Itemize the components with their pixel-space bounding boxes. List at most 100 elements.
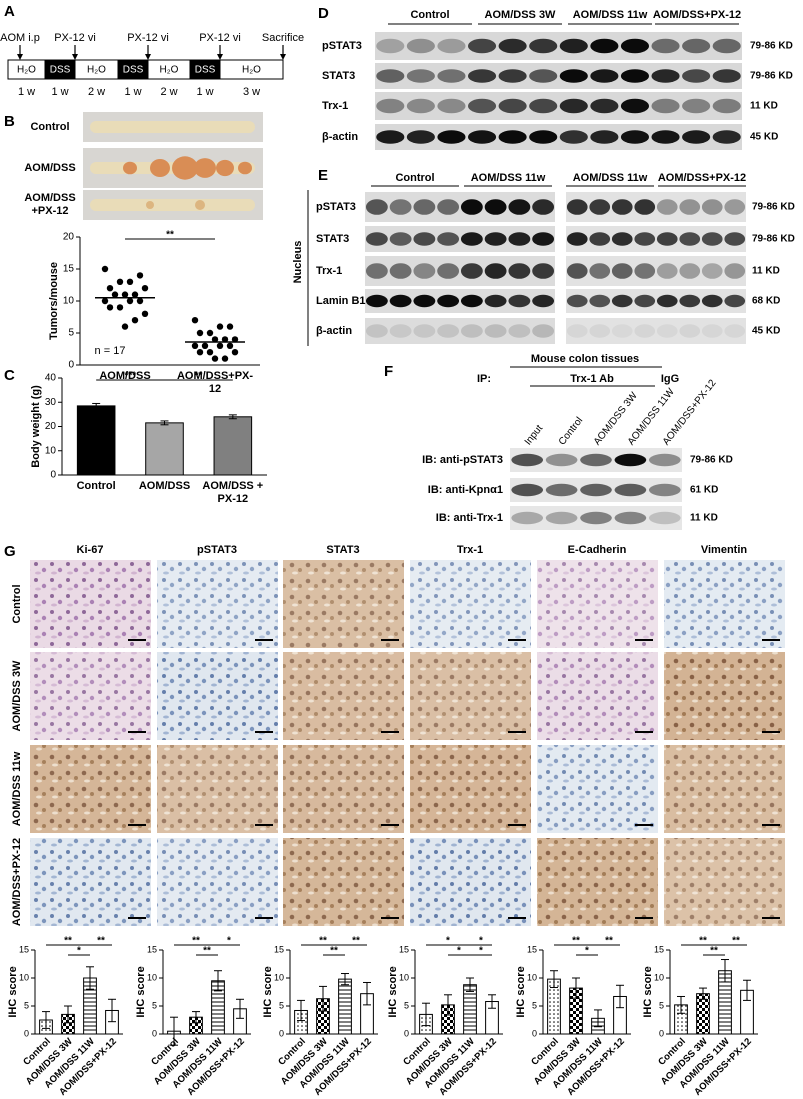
blot-band (406, 130, 435, 144)
y-tick-label: 0 (24, 1028, 29, 1038)
data-point (216, 342, 224, 349)
blot-band (701, 199, 723, 215)
y-tick-label: 5 (279, 1000, 284, 1010)
blot-band (508, 199, 531, 215)
data-point (101, 265, 109, 273)
blot-band (679, 199, 701, 215)
mw-label: 68 KD (752, 296, 780, 307)
y-tick-label: 30 (45, 397, 57, 408)
blot-band (712, 98, 741, 114)
x-tick-label: AOM/DSS+PX-12 (176, 370, 254, 395)
blot-band (511, 511, 544, 525)
ihc-image (410, 652, 531, 740)
y-tick-label: 5 (659, 1000, 664, 1010)
mw-label: 79-86 KD (750, 71, 793, 82)
group-label: AOM/DSS+PX-12 (11, 838, 23, 926)
group-label: AOM/DSS 11w (471, 172, 546, 184)
group-label: Control (410, 9, 449, 21)
blot-band (413, 199, 436, 215)
sig-label: ** (203, 946, 211, 957)
blot-band (682, 69, 711, 83)
blot-band (389, 324, 412, 338)
data-point (131, 291, 139, 298)
blot-band (437, 130, 466, 144)
ip-label: IP: (477, 373, 491, 385)
event-arrowhead (17, 54, 23, 60)
blot-band (437, 324, 460, 338)
blot-band (365, 199, 388, 215)
data-point (211, 336, 219, 343)
blot-bg (365, 318, 555, 344)
y-axis-label: IHC score (135, 966, 147, 1017)
x-tick-label-box: AOM/DSS+PX-12 (176, 370, 254, 395)
sig-label: ** (195, 371, 203, 382)
y-tick-label: 10 (399, 972, 409, 982)
blot-band (724, 232, 746, 246)
panel-label: A (4, 3, 15, 20)
data-point (101, 297, 109, 305)
blot-band (498, 130, 527, 144)
y-tick-label: 0 (68, 360, 74, 371)
sig-label: ** (64, 936, 72, 947)
blot-band (651, 69, 680, 83)
row-label: IB: anti-Trx-1 (436, 512, 503, 524)
y-tick-label: 15 (399, 944, 409, 954)
ihc-image (537, 652, 658, 740)
data-point (136, 272, 144, 279)
y-tick-label: 10 (45, 445, 57, 456)
data-point (211, 355, 219, 362)
y-tick-label: 5 (152, 1000, 157, 1010)
photo-label: AOM/DSS (24, 161, 76, 174)
tumor (172, 156, 198, 180)
panel-label: E (318, 167, 328, 184)
ihc-overlay (30, 838, 151, 926)
blot-band (389, 199, 412, 215)
ip-control: IgG (661, 373, 679, 385)
sig-label: ** (330, 946, 338, 957)
blot-band (545, 453, 578, 467)
sig-label: *** (124, 371, 136, 382)
ihc-image (664, 745, 785, 833)
sig-label: ** (97, 936, 105, 947)
y-tick-label: 15 (63, 264, 75, 275)
ihc-image (537, 560, 658, 648)
blot-band (376, 38, 405, 54)
blot-band (566, 294, 588, 308)
row-label: STAT3 (322, 70, 355, 82)
bar (145, 422, 184, 476)
ihc-image (30, 838, 151, 926)
ihc-overlay (157, 838, 278, 926)
y-tick-label: 10 (527, 972, 537, 982)
blot-band (634, 324, 656, 338)
sig-label: ** (166, 230, 174, 241)
blot-band (712, 69, 741, 83)
sig-label: ** (572, 936, 580, 947)
blot-band (532, 199, 555, 215)
data-point (141, 310, 149, 317)
data-point (136, 297, 144, 305)
tumor (150, 159, 170, 177)
blot-band (498, 38, 527, 54)
ihc-image (157, 652, 278, 740)
blot-band (614, 483, 647, 497)
panel-label: C (4, 367, 15, 384)
y-axis-label: IHC score (7, 966, 19, 1017)
blot-band (529, 98, 558, 114)
tumor (238, 161, 252, 175)
blot-band (365, 232, 388, 246)
ihc-overlay (30, 745, 151, 833)
blot-band (580, 453, 612, 467)
blot-band (413, 324, 436, 338)
blot-band (712, 130, 741, 144)
ihc-overlay (157, 560, 278, 648)
sig-label: * (457, 946, 461, 957)
blot-band (460, 294, 483, 308)
row-label: pSTAT3 (322, 40, 362, 52)
mw-label: 79-86 KD (750, 41, 793, 52)
blot-band (365, 263, 388, 279)
blot-band (467, 98, 497, 114)
blot-band (376, 98, 405, 114)
blot-band (590, 130, 619, 144)
blot-band (559, 69, 588, 83)
blot-band (656, 232, 678, 246)
